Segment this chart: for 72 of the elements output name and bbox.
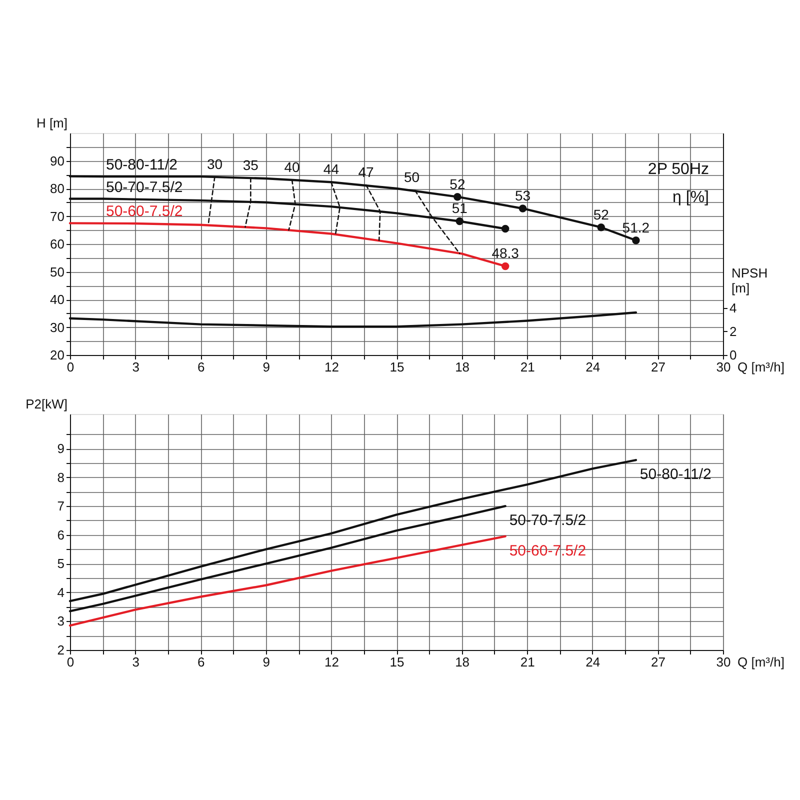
- line-series: [68, 535, 506, 627]
- y-tick-label: 20: [50, 348, 64, 362]
- point: [501, 262, 510, 270]
- series-label: 50-80-11/2: [640, 466, 712, 484]
- x-tick-label: 6: [197, 360, 205, 374]
- x-tick-label: 9: [262, 360, 270, 374]
- y-tick-label: 80: [50, 181, 64, 196]
- x-tick-label: 3: [132, 360, 140, 374]
- annotation: 44: [323, 161, 340, 178]
- x-tick-label: 18: [455, 654, 470, 670]
- y2-tick-label: 4: [730, 300, 737, 316]
- x-tick-label: 15: [390, 654, 404, 670]
- y-tick-label: 5: [57, 556, 64, 572]
- annotation: 52: [450, 176, 466, 192]
- x-tick-label: 18: [455, 360, 470, 374]
- y-tick-label: 50: [50, 264, 64, 280]
- series-label: 50-80-11/2: [106, 156, 178, 174]
- y-tick-label: 9: [57, 441, 64, 456]
- x-axis-title: Q [m³/h]: [738, 654, 784, 670]
- y-tick-label: 2: [57, 642, 64, 658]
- x-tick-label: 21: [520, 360, 535, 374]
- y2-tick-label: 2: [730, 324, 737, 339]
- y-axis-title: P2[kW]: [26, 396, 68, 412]
- y-tick-label: 60: [50, 236, 64, 252]
- annotation: 52: [593, 206, 610, 222]
- y-tick-label: 8: [57, 470, 64, 485]
- annotation: 51: [452, 200, 468, 216]
- x-tick-label: 21: [520, 654, 535, 670]
- annotation: 40: [284, 158, 300, 175]
- x-tick-label: 30: [716, 654, 731, 670]
- x-tick-label: 0: [66, 654, 74, 670]
- x-tick-label: 12: [324, 360, 339, 374]
- annotation: 47: [358, 164, 374, 180]
- y-tick-label: 3: [57, 614, 64, 629]
- x-tick-label: 3: [132, 654, 140, 670]
- x-tick-label: 12: [324, 654, 339, 670]
- annotation: 51.2: [622, 219, 650, 236]
- annotation: 30: [206, 156, 223, 172]
- x-tick-label: 27: [650, 654, 666, 670]
- y-tick-label: 6: [57, 527, 64, 542]
- x-tick-label: 15: [390, 360, 404, 374]
- annotation: 2P 50Hz: [648, 161, 709, 178]
- x-tick-label: 6: [197, 654, 205, 670]
- point: [632, 236, 640, 244]
- x-tick-label: 27: [650, 360, 666, 374]
- y-tick-label: 30: [50, 320, 64, 335]
- y-tick-label: 40: [50, 292, 64, 307]
- x-tick-label: 24: [586, 654, 600, 670]
- y-tick-label: 70: [50, 208, 64, 224]
- x-tick-label: 30: [716, 360, 731, 374]
- y-tick-label: 90: [50, 153, 64, 168]
- annotation: η [%]: [672, 189, 709, 206]
- y-tick-label: 4: [57, 584, 64, 600]
- point: [454, 192, 462, 201]
- point: [501, 224, 510, 233]
- series-label: 50-70-7.5/2: [509, 512, 586, 530]
- series-label: 50-70-7.5/2: [106, 178, 183, 196]
- y-tick-label: 7: [57, 498, 64, 514]
- y-axis-title: H [m]: [36, 116, 68, 130]
- point: [597, 223, 605, 232]
- annotation: 53: [514, 187, 531, 204]
- y2-axis-title: NPSH [m]: [732, 266, 768, 296]
- x-tick-label: 24: [586, 360, 600, 374]
- point: [456, 217, 464, 226]
- x-axis-title: Q [m³/h]: [738, 360, 784, 374]
- x-tick-label: 9: [262, 654, 270, 670]
- y2-tick-label: 0: [730, 348, 737, 362]
- annotation: 50: [404, 168, 420, 185]
- x-tick-label: 0: [66, 360, 74, 374]
- annotation: 48.3: [492, 245, 520, 262]
- annotation: 35: [242, 156, 259, 173]
- point: [518, 204, 527, 212]
